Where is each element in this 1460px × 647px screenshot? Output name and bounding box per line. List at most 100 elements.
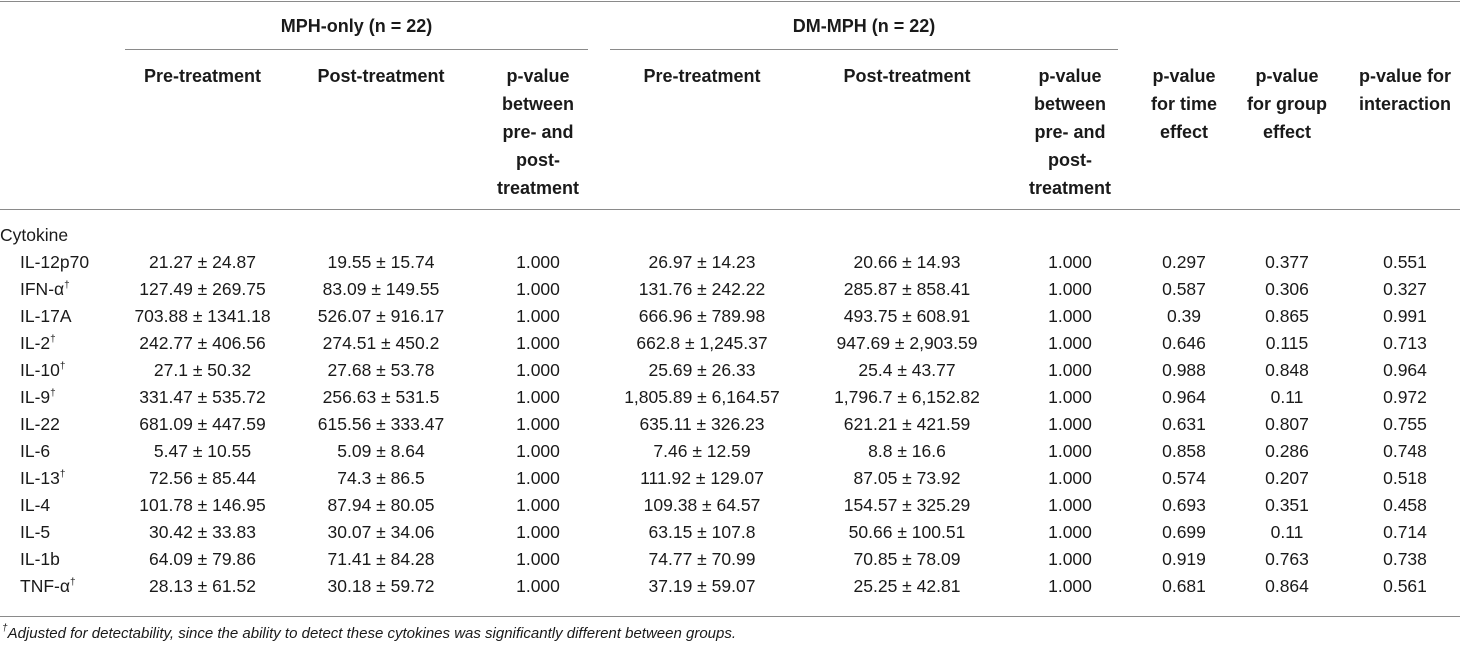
cell-mph-pval: 1.000 — [516, 549, 560, 569]
cell-cytokine-name: IL-2† — [20, 333, 56, 353]
cell-pval-interaction: 0.972 — [1383, 387, 1427, 407]
cell-dm-post: 285.87 ± 858.41 — [843, 279, 971, 299]
cell-pval-time: 0.858 — [1162, 441, 1206, 461]
section-label-cytokine: Cytokine — [0, 225, 69, 245]
cell-dm-post: 20.66 ± 14.93 — [853, 252, 961, 272]
cell-mph-post: 274.51 ± 450.2 — [322, 333, 440, 353]
cell-dm-pre: 662.8 ± 1,245.37 — [636, 333, 768, 353]
cell-dm-pre: 63.15 ± 107.8 — [648, 522, 756, 542]
cell-dm-post: 621.21 ± 421.59 — [843, 414, 971, 434]
cell-dm-pval: 1.000 — [1048, 441, 1092, 461]
cell-pval-interaction: 0.748 — [1383, 441, 1427, 461]
cell-cytokine-name: IL-6 — [20, 441, 51, 461]
cell-pval-group: 0.286 — [1265, 441, 1309, 461]
dagger-mark: † — [69, 577, 76, 588]
dagger-mark: † — [59, 361, 66, 372]
cell-cytokine-name: IL-1b — [20, 549, 60, 569]
cell-dm-post: 8.8 ± 16.6 — [868, 441, 946, 461]
cell-mph-post: 87.94 ± 80.05 — [327, 495, 435, 515]
cell-mph-post: 5.09 ± 8.64 — [337, 441, 425, 461]
cell-dm-pre: 74.77 ± 70.99 — [648, 549, 756, 569]
cell-dm-pre: 666.96 ± 789.98 — [638, 306, 766, 326]
col-header-pval-time: p-value for time effect — [1150, 66, 1217, 142]
cell-mph-post: 615.56 ± 333.47 — [317, 414, 445, 434]
cell-pval-group: 0.351 — [1265, 495, 1309, 515]
cell-pval-time: 0.39 — [1166, 306, 1202, 326]
cell-cytokine-name: IL-9† — [20, 387, 56, 407]
cell-cytokine-name: TNF-α† — [20, 576, 76, 596]
group-header-dm-mph: DM-MPH (n = 22) — [792, 16, 936, 36]
cell-pval-time: 0.574 — [1162, 468, 1206, 488]
cell-dm-pre: 635.11 ± 326.23 — [639, 414, 765, 434]
col-header-dm-pre: Pre-treatment — [643, 66, 761, 86]
cell-pval-interaction: 0.755 — [1383, 414, 1427, 434]
cell-mph-pval: 1.000 — [516, 495, 560, 515]
cell-pval-time: 0.693 — [1162, 495, 1206, 515]
cell-mph-post: 71.41 ± 84.28 — [327, 549, 435, 569]
cell-cytokine-name: IL-17A — [20, 306, 72, 326]
cell-mph-post: 74.3 ± 86.5 — [337, 468, 425, 488]
cell-mph-pre: 27.1 ± 50.32 — [153, 360, 252, 380]
cell-dm-post: 947.69 ± 2,903.59 — [836, 333, 978, 353]
cell-mph-pval: 1.000 — [516, 441, 560, 461]
cell-mph-pre: 21.27 ± 24.87 — [149, 252, 256, 272]
cell-pval-time: 0.587 — [1162, 279, 1206, 299]
cell-mph-pval: 1.000 — [516, 306, 560, 326]
col-header-dm-post: Post-treatment — [843, 66, 971, 86]
col-header-mph-post: Post-treatment — [317, 66, 445, 86]
cell-mph-pre: 72.56 ± 85.44 — [149, 468, 256, 488]
cell-pval-interaction: 0.561 — [1383, 576, 1427, 596]
cell-mph-pval: 1.000 — [516, 333, 560, 353]
cell-mph-post: 30.07 ± 34.06 — [327, 522, 435, 542]
cell-pval-group: 0.865 — [1265, 306, 1309, 326]
cell-pval-group: 0.807 — [1265, 414, 1309, 434]
group-rule-dm — [610, 49, 1118, 50]
cell-cytokine-name: IFN-α† — [20, 279, 70, 299]
cell-mph-pre: 101.78 ± 146.95 — [139, 495, 266, 515]
cell-dm-pre: 109.38 ± 64.57 — [643, 495, 761, 515]
cell-pval-interaction: 0.713 — [1383, 333, 1427, 353]
dagger-mark: † — [64, 280, 70, 291]
cell-cytokine-name: IL-13† — [20, 468, 66, 488]
col-header-pval-group: p-value for group effect — [1247, 66, 1327, 142]
cell-pval-group: 0.11 — [1270, 387, 1304, 407]
cell-pval-interaction: 0.714 — [1383, 522, 1427, 542]
footnote-text: Adjusted for detectability, since the ab… — [7, 625, 737, 642]
cell-cytokine-name: IL-22 — [20, 414, 60, 434]
cell-dm-pval: 1.000 — [1048, 360, 1092, 380]
cell-pval-group: 0.848 — [1265, 360, 1309, 380]
cell-dm-pval: 1.000 — [1048, 279, 1092, 299]
cell-dm-post: 70.85 ± 78.09 — [853, 549, 961, 569]
cell-dm-pre: 131.76 ± 242.22 — [638, 279, 766, 299]
cell-mph-pre: 28.13 ± 61.52 — [149, 576, 256, 596]
cell-mph-pre: 64.09 ± 79.86 — [149, 549, 256, 569]
cell-dm-pval: 1.000 — [1048, 414, 1092, 434]
cell-mph-pre: 681.09 ± 447.59 — [139, 414, 266, 434]
cell-pval-group: 0.864 — [1265, 576, 1309, 596]
cell-pval-time: 0.646 — [1162, 333, 1206, 353]
cell-dm-pre: 25.69 ± 26.33 — [648, 360, 756, 380]
cell-dm-pre: 37.19 ± 59.07 — [648, 576, 756, 596]
cell-mph-pre: 30.42 ± 33.83 — [149, 522, 256, 542]
cell-pval-time: 0.631 — [1162, 414, 1206, 434]
cell-cytokine-name: IL-12p70 — [20, 252, 90, 272]
cell-dm-post: 1,796.7 ± 6,152.82 — [834, 387, 980, 407]
cell-mph-post: 30.18 ± 59.72 — [327, 576, 435, 596]
cell-pval-interaction: 0.518 — [1383, 468, 1427, 488]
col-header-dm-pval: p-value between pre- and post-treatment — [1028, 66, 1112, 198]
cell-pval-group: 0.11 — [1270, 522, 1304, 542]
cell-mph-post: 19.55 ± 15.74 — [327, 252, 435, 272]
footnote: †Adjusted for detectability, since the a… — [2, 624, 737, 643]
cell-mph-pre: 703.88 ± 1341.18 — [134, 306, 271, 326]
cell-dm-pre: 26.97 ± 14.23 — [648, 252, 756, 272]
col-header-mph-pre: Pre-treatment — [143, 66, 262, 86]
cell-dm-post: 50.66 ± 100.51 — [848, 522, 966, 542]
cell-pval-group: 0.763 — [1265, 549, 1309, 569]
cell-pval-group: 0.207 — [1265, 468, 1309, 488]
col-header-mph-pval: p-value between pre- and post-treatment — [496, 66, 580, 198]
cell-dm-pre: 111.92 ± 129.07 — [640, 468, 764, 488]
cell-dm-post: 493.75 ± 608.91 — [843, 306, 971, 326]
cell-dm-pval: 1.000 — [1048, 306, 1092, 326]
cell-pval-time: 0.681 — [1162, 576, 1206, 596]
cell-dm-pre: 1,805.89 ± 6,164.57 — [624, 387, 780, 407]
